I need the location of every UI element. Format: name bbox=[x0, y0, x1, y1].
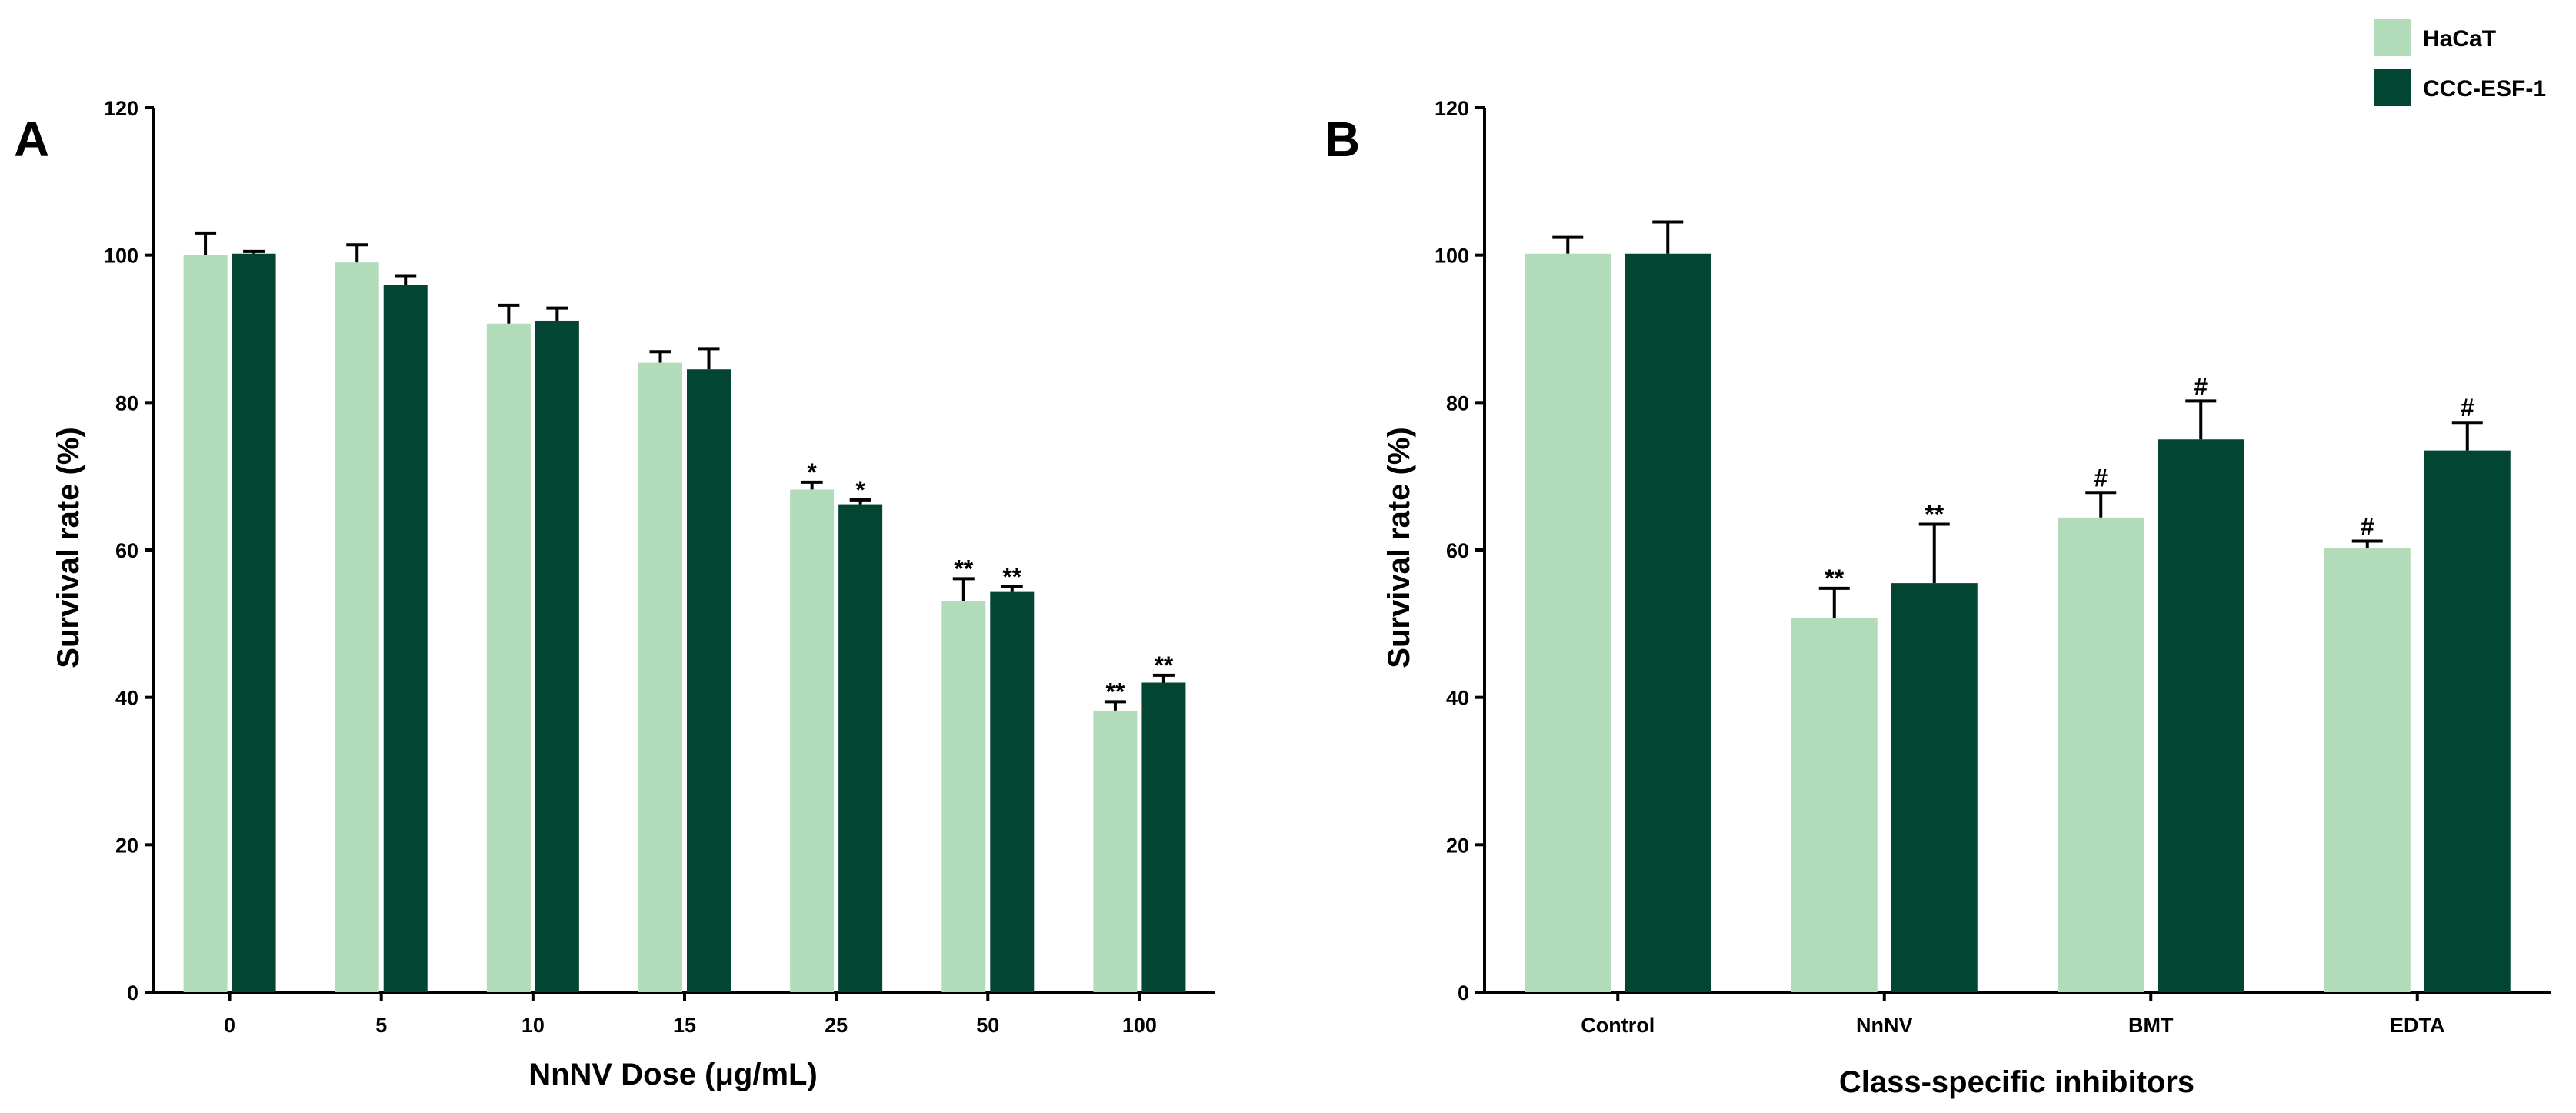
panel-b-x-tick-label: BMT bbox=[2128, 1014, 2174, 1037]
panel-a-x-tick-label: 15 bbox=[673, 1014, 696, 1037]
panel-a-x-tick-label: 5 bbox=[375, 1014, 387, 1037]
panel-b-y-tick-label: 80 bbox=[1446, 392, 1469, 415]
panel-a-significance-label: ** bbox=[1105, 678, 1125, 705]
panel-b-y-tick-label: 100 bbox=[1435, 245, 1469, 268]
panel-b-significance-label: ** bbox=[1925, 500, 1944, 528]
legend-swatch-ccc-esf-1 bbox=[2374, 69, 2411, 106]
panel-a-significance-label: ** bbox=[1002, 563, 1021, 591]
panel-b-bar bbox=[1525, 253, 1611, 992]
panel-a-y-axis-title: Survival rate (%) bbox=[52, 427, 85, 668]
panel-b-y-tick-label: 0 bbox=[1458, 981, 1469, 1005]
panel-a-bar bbox=[687, 369, 731, 992]
panel-a-significance-label: * bbox=[855, 476, 865, 504]
panel-a-y-tick-label: 120 bbox=[104, 97, 138, 120]
legend-label-hacat: HaCaT bbox=[2423, 26, 2496, 52]
panel-a-x-tick-label: 100 bbox=[1122, 1014, 1157, 1037]
panel-b-chart: 0 20 40 60 80 100 120 Control NnNV ** ** BMT # # EDTA #… bbox=[1435, 97, 2551, 1037]
panel-b-x-tick-label: Control bbox=[1581, 1014, 1655, 1037]
panel-a-significance-label: ** bbox=[1154, 651, 1173, 679]
panel-b-y-axis-title: Survival rate (%) bbox=[1382, 427, 1416, 668]
panel-a-significance-label: * bbox=[807, 458, 817, 486]
panel-a-x-tick-label: 50 bbox=[976, 1014, 999, 1037]
panel-a-letter: A bbox=[14, 112, 49, 167]
panel-a-bar bbox=[790, 489, 835, 992]
panel-a-x-axis-title: NnNV Dose (μg/mL) bbox=[528, 1058, 818, 1091]
panel-a-bar bbox=[1141, 682, 1186, 992]
panel-a-bar bbox=[638, 362, 682, 992]
panel-b-significance-label: ** bbox=[1825, 565, 1844, 592]
panel-a-y-tick-label: 0 bbox=[127, 981, 138, 1005]
panel-a-y-tick-label: 60 bbox=[115, 539, 138, 562]
panel-a-significance-label: ** bbox=[954, 555, 973, 582]
panel-b-x-axis-title: Class-specific inhibitors bbox=[1839, 1065, 2194, 1099]
panel-b-bar bbox=[2058, 517, 2144, 992]
legend: HaCaT CCC-ESF-1 bbox=[2374, 19, 2546, 106]
panel-a-bar bbox=[486, 323, 531, 993]
panel-a-bar bbox=[941, 601, 986, 992]
panel-a-x-tick-label: 25 bbox=[825, 1014, 848, 1037]
panel-b-significance-label: # bbox=[2194, 372, 2208, 400]
panel-b-significance-label: # bbox=[2361, 513, 2374, 541]
panel-a-x-tick-label: 10 bbox=[522, 1014, 545, 1037]
panel-a-bar bbox=[335, 262, 379, 992]
panel-b-bar bbox=[1625, 253, 1711, 992]
panel-b-x-tick-label: NnNV bbox=[1856, 1014, 1913, 1037]
panel-b-y-tick-label: 40 bbox=[1446, 687, 1469, 710]
panel-b-x-tick-label: EDTA bbox=[2390, 1014, 2445, 1037]
panel-b-bar bbox=[1791, 618, 1878, 992]
legend-label-ccc-esf-1: CCC-ESF-1 bbox=[2423, 76, 2546, 102]
panel-b-significance-label: # bbox=[2461, 394, 2474, 422]
panel-a-bar bbox=[535, 320, 579, 992]
panel-b-significance-label: # bbox=[2094, 464, 2108, 492]
panel-a-x-tick-label: 0 bbox=[224, 1014, 235, 1037]
panel-a-y-tick-label: 20 bbox=[115, 834, 138, 857]
panel-a-y-tick-label: 80 bbox=[115, 392, 138, 415]
panel-b-bar bbox=[2324, 548, 2411, 992]
panel-b-y-tick-label: 120 bbox=[1435, 97, 1469, 120]
panel-b-letter: B bbox=[1325, 112, 1360, 167]
panel-b-y-tick-label: 60 bbox=[1446, 539, 1469, 562]
panel-a-y-tick-label: 40 bbox=[115, 687, 138, 710]
panel-b-bar bbox=[2424, 450, 2511, 992]
panel-a-bar bbox=[1093, 710, 1138, 992]
panel-a-bar bbox=[838, 504, 883, 992]
legend-swatch-hacat bbox=[2374, 19, 2411, 56]
panel-a-bar bbox=[232, 253, 276, 992]
panel-a-bar bbox=[383, 285, 428, 992]
panel-b-bar bbox=[1891, 583, 1978, 992]
panel-a-bar bbox=[990, 591, 1035, 992]
panel-a-bar bbox=[183, 255, 228, 993]
panel-a-y-tick-label: 100 bbox=[104, 245, 138, 268]
panel-b-bar bbox=[2158, 439, 2244, 992]
panel-b-y-tick-label: 20 bbox=[1446, 834, 1469, 857]
